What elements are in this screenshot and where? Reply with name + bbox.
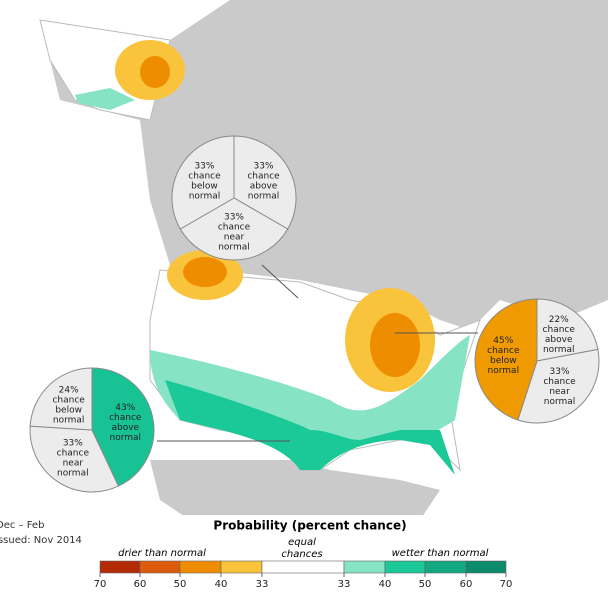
legend-swatch (220, 560, 263, 574)
legend-tick-label: 40 (379, 579, 392, 590)
slice-label: chance (218, 223, 251, 233)
legend-label: drier than normal (118, 548, 206, 559)
legend-swatch (261, 560, 345, 574)
slice-label: chance (543, 325, 576, 335)
wetter-40 (75, 88, 135, 110)
slice-label: near (63, 459, 84, 469)
slice-value-label: 24% (59, 386, 79, 396)
slice-label: chance (188, 171, 221, 181)
slice-label: normal (57, 469, 89, 479)
pie-slice (29, 425, 120, 493)
pie-slice (29, 367, 93, 431)
slice-label: near (224, 233, 245, 243)
pie-slice (517, 348, 600, 424)
slice-label: above (250, 181, 278, 191)
legend-tick-label: 70 (500, 579, 513, 590)
legend-swatch (99, 560, 141, 574)
slice-label: chance (487, 346, 520, 356)
legend-label: chances (281, 549, 322, 560)
slice-label: below (490, 356, 517, 366)
slice-label: normal (544, 397, 576, 407)
slice-label: normal (543, 345, 575, 355)
leader-line (261, 264, 299, 299)
legend-tick-label: 50 (174, 579, 187, 590)
slice-label: chance (543, 377, 576, 387)
slice-value-label: 33% (550, 367, 570, 377)
slice-label: chance (109, 413, 142, 423)
legend-swatch (384, 560, 426, 574)
pies: 33%chanceabovenormal33%chancenearnormal3… (29, 135, 600, 493)
pie-slice (233, 135, 297, 230)
legend-tick-label: 33 (256, 579, 269, 590)
slice-label: chance (247, 171, 280, 181)
slice-value-label: 33% (254, 161, 274, 171)
slice-label: normal (488, 366, 520, 376)
legend-tick-label: 50 (419, 579, 432, 590)
slice-label: above (111, 423, 139, 433)
slice-label: below (55, 406, 82, 416)
pie-slice (536, 298, 599, 362)
legend-label: equal (288, 537, 316, 548)
drier-40 (140, 56, 170, 88)
legend-title: Probability (percent chance) (213, 519, 406, 533)
pie-slice (91, 367, 155, 487)
slice-label: chance (52, 396, 85, 406)
legend-tick-label: 70 (94, 579, 107, 590)
legend-swatch (343, 560, 386, 574)
drier-40 (370, 313, 420, 377)
slice-label: chance (57, 449, 90, 459)
slice-value-label: 33% (224, 213, 244, 223)
slice-label: normal (53, 416, 85, 426)
wetter-50 (165, 380, 455, 475)
drier-40 (183, 257, 227, 287)
legend-label: wetter than normal (392, 548, 489, 559)
slice-label: above (545, 335, 573, 345)
pie-slice (171, 135, 235, 230)
slice-value-label: 33% (63, 439, 83, 449)
legend-swatch (424, 560, 467, 574)
slice-label: near (549, 387, 570, 397)
season: Dec – Feb (0, 520, 44, 531)
canada (40, 0, 608, 330)
legend-swatch (179, 560, 222, 574)
legend-background (85, 515, 608, 593)
slice-value-label: 33% (194, 161, 214, 171)
legend-swatch (139, 560, 181, 574)
legend: Probability (percent chance) drier than … (94, 519, 513, 591)
slice-value-label: 43% (115, 403, 135, 413)
slice-label: normal (110, 433, 142, 443)
legend-swatch (465, 560, 507, 574)
legend-tick-label: 40 (215, 579, 228, 590)
slice-label: normal (248, 191, 280, 201)
slice-label: below (191, 181, 218, 191)
legend-tick-label: 60 (460, 579, 473, 590)
legend-tick-label: 33 (338, 579, 351, 590)
pie-slice (474, 298, 538, 421)
slice-value-label: 45% (493, 336, 513, 346)
issued: Issued: Nov 2014 (0, 535, 82, 546)
legend-tick-label: 60 (134, 579, 147, 590)
slice-label: normal (189, 191, 221, 201)
slice-value-label: 22% (549, 315, 569, 325)
slice-label: normal (218, 243, 250, 253)
